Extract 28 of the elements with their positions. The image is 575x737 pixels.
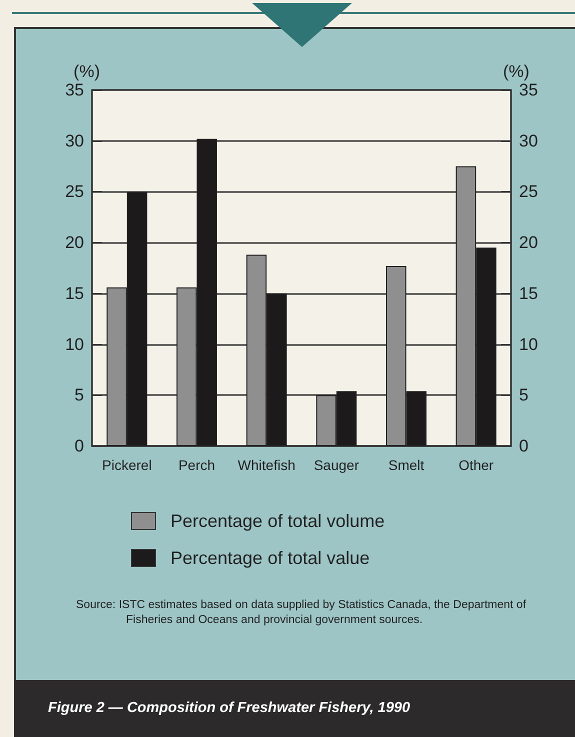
text: Figure 2 — Composition of Freshwater Fishery, 1990 [14, 680, 575, 737]
legend-label: Percentage of total value [170, 548, 370, 568]
x-tick-label: Pickerel [102, 457, 152, 473]
x-tick-label: Whitefish [238, 457, 296, 473]
y-tick-label: 20 [65, 233, 84, 252]
x-tick-label: Smelt [388, 457, 424, 473]
x-tick-label: Sauger [314, 457, 360, 473]
y2-tick-label: 0 [519, 436, 528, 456]
y2-tick-label: 20 [519, 233, 538, 252]
y-tick-label: 15 [65, 284, 84, 303]
y2-tick-label: 15 [519, 284, 538, 303]
y-tick-label: 25 [65, 182, 84, 202]
y2-tick-label: 10 [519, 334, 538, 354]
y-tick-label: 10 [65, 334, 84, 354]
y-tick-label: 30 [65, 131, 84, 150]
y-tick-label: 0 [74, 436, 84, 456]
source-note: Source: ISTC estimates based on data supplied by Statistics Canada, the Department of Fisheries and Oceans and provincial government sources. [76, 598, 528, 628]
y2-axis-title: (%) [503, 62, 530, 81]
x-tick-label: Other [458, 457, 494, 473]
y2-tick-label: 25 [519, 182, 538, 202]
y-tick-label: 35 [65, 80, 84, 100]
y-tick-label: 5 [74, 386, 84, 405]
y-axis-title: (%) [74, 62, 100, 81]
y2-tick-label: 35 [519, 80, 538, 100]
y2-tick-label: 30 [519, 131, 538, 150]
x-tick-label: Perch [178, 457, 216, 473]
legend-label: Percentage of total volume [170, 511, 385, 531]
y2-tick-label: 5 [519, 386, 528, 405]
